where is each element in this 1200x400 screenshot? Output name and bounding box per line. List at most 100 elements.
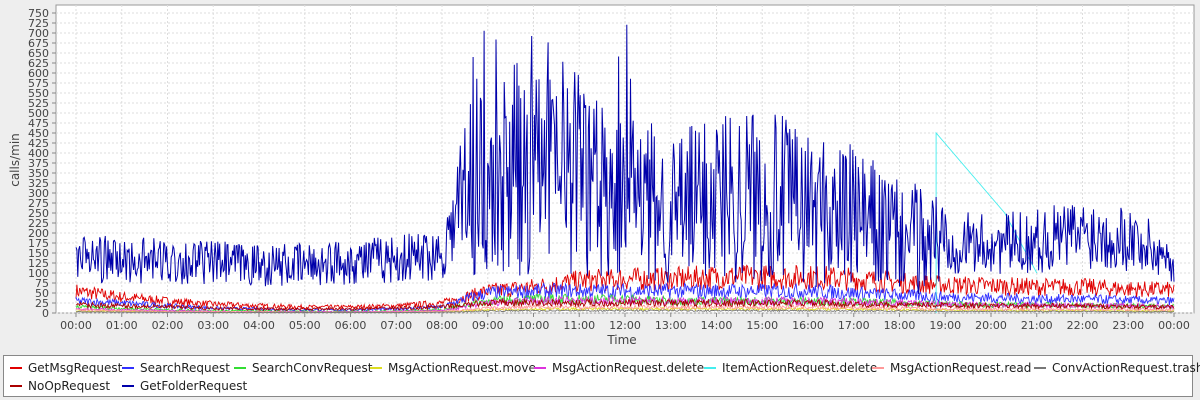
legend-item: GetFolderRequest <box>122 377 247 395</box>
x-tick-label: 17:00 <box>838 319 870 332</box>
y-tick-label: 550 <box>28 87 49 100</box>
legend-swatch <box>10 367 22 369</box>
legend-swatch <box>704 367 716 369</box>
legend-item: SearchRequest <box>122 359 230 377</box>
legend-item: ConvActionRequest.trash <box>1034 359 1200 377</box>
x-tick-label: 01:00 <box>106 319 138 332</box>
y-tick-label: 175 <box>28 237 49 250</box>
x-tick-label: 02:00 <box>152 319 184 332</box>
y-tick-label: 25 <box>35 297 49 310</box>
legend-label: SearchRequest <box>140 361 230 375</box>
legend-label: SearchConvRequest <box>252 361 373 375</box>
y-tick-label: 325 <box>28 177 49 190</box>
series-line-nooprequest <box>75 297 1175 312</box>
y-tick-label: 275 <box>28 197 49 210</box>
x-tick-label: 09:00 <box>472 319 504 332</box>
legend-swatch <box>370 367 382 369</box>
legend-label: MsgActionRequest.move <box>388 361 536 375</box>
legend-swatch <box>872 367 884 369</box>
legend-label: MsgActionRequest.read <box>890 361 1032 375</box>
x-tick-label: 18:00 <box>884 319 916 332</box>
x-axis: 00:00 01:00 02:00 03:00 04:00 05:00 06:00 07:00… <box>60 313 1190 332</box>
legend-label: MsgActionRequest.delete <box>552 361 705 375</box>
y-tick-label: 725 <box>28 17 49 30</box>
legend-swatch <box>10 385 22 387</box>
legend-label: GetMsgRequest <box>28 361 123 375</box>
y-tick-label: 350 <box>28 167 49 180</box>
x-tick-label: 08:00 <box>426 319 458 332</box>
legend-item: GetMsgRequest <box>10 359 122 377</box>
legend-row: GetMsgRequest SearchRequest SearchConvRequ… <box>4 359 1200 377</box>
legend-label: ItemActionRequest.delete <box>722 361 878 375</box>
x-tick-label: 05:00 <box>289 319 321 332</box>
y-tick-label: 300 <box>28 187 49 200</box>
y-tick-label: 400 <box>28 147 49 160</box>
y-tick-label: 625 <box>28 57 49 70</box>
y-tick-label: 250 <box>28 207 49 220</box>
y-tick-label: 125 <box>28 257 49 270</box>
legend-label: NoOpRequest <box>28 379 111 393</box>
x-tick-label: 19:00 <box>929 319 961 332</box>
y-tick-label: 500 <box>28 107 49 120</box>
x-tick-label: 07:00 <box>380 319 412 332</box>
y-tick-label: 100 <box>28 267 49 280</box>
legend-swatch <box>534 367 546 369</box>
legend-swatch <box>122 367 134 369</box>
x-tick-label: 06:00 <box>335 319 367 332</box>
legend-label: ConvActionRequest.trash <box>1052 361 1200 375</box>
y-tick-label: 50 <box>35 287 49 300</box>
x-tick-label: 15:00 <box>746 319 778 332</box>
x-tick-label: 23:00 <box>1112 319 1144 332</box>
y-tick-label: 425 <box>28 137 49 150</box>
y-tick-label: 200 <box>28 227 49 240</box>
series-line-convactionrequest-trash <box>75 309 1174 314</box>
y-tick-label: 75 <box>35 277 49 290</box>
legend-item: ItemActionRequest.delete <box>704 359 877 377</box>
legend-item: MsgActionRequest.move <box>370 359 536 377</box>
y-tick-label: 475 <box>28 117 49 130</box>
y-tick-label: 575 <box>28 77 49 90</box>
legend-item: MsgActionRequest.read <box>872 359 1031 377</box>
y-tick-label: 600 <box>28 67 49 80</box>
x-tick-label: 04:00 <box>243 319 275 332</box>
x-tick-label: 00:00 <box>60 319 92 332</box>
legend-item: NoOpRequest <box>10 377 110 395</box>
y-tick-label: 150 <box>28 247 49 260</box>
legend-label: GetFolderRequest <box>140 379 248 393</box>
legend: GetMsgRequest SearchRequest SearchConvRequ… <box>3 355 1200 397</box>
series-layer <box>75 24 1175 314</box>
x-tick-label: 13:00 <box>655 319 687 332</box>
legend-swatch <box>1034 367 1046 369</box>
y-tick-label: 525 <box>28 97 49 110</box>
y-tick-label: 675 <box>28 37 49 50</box>
legend-swatch <box>122 385 134 387</box>
x-tick-label: 20:00 <box>975 319 1007 332</box>
x-axis-label: Time <box>606 333 636 347</box>
x-tick-label: 22:00 <box>1067 319 1099 332</box>
y-tick-label: 0 <box>42 307 49 320</box>
y-axis-label: calls/min <box>8 133 22 187</box>
y-tick-label: 750 <box>28 7 49 20</box>
series-line-getmsgrequest <box>75 264 1175 311</box>
legend-item: MsgActionRequest.delete <box>534 359 704 377</box>
y-tick-label: 650 <box>28 47 49 60</box>
x-tick-label: 11:00 <box>563 319 595 332</box>
y-tick-label: 700 <box>28 27 49 40</box>
chart-svg: 0255075100125150175200225250275300325350… <box>8 4 1195 347</box>
y-tick-label: 225 <box>28 217 49 230</box>
y-tick-label: 450 <box>28 127 49 140</box>
x-tick-label: 12:00 <box>609 319 641 332</box>
y-axis: 0255075100125150175200225250275300325350… <box>28 7 56 320</box>
x-tick-label: 03:00 <box>197 319 229 332</box>
legend-swatch <box>234 367 246 369</box>
x-tick-label: 14:00 <box>701 319 733 332</box>
legend-item: SearchConvRequest <box>234 359 372 377</box>
x-tick-label: 16:00 <box>792 319 824 332</box>
x-tick-label: 00:00 <box>1158 319 1190 332</box>
legend-row: NoOpRequest GetFolderRequest <box>4 377 1192 395</box>
x-tick-label: 21:00 <box>1021 319 1053 332</box>
x-tick-label: 10:00 <box>518 319 550 332</box>
y-tick-label: 375 <box>28 157 49 170</box>
series-line-getfolderrequest <box>75 24 1175 294</box>
